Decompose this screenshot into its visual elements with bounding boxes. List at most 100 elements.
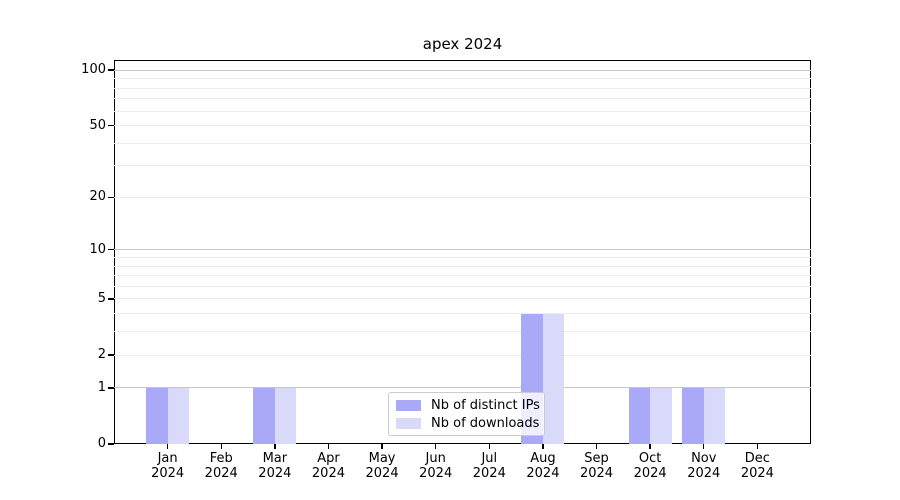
x-tick-year: 2024	[151, 466, 185, 481]
x-tick-year: 2024	[526, 466, 560, 481]
x-tick-mark	[327, 444, 330, 449]
x-tick-mark	[220, 444, 222, 449]
x-tick-year: 2024	[204, 466, 238, 481]
x-tick-month: Dec	[744, 451, 770, 466]
x-tick-label: Sep 2024	[567, 451, 627, 481]
minor-gridline	[114, 98, 811, 100]
y-tick-mark	[108, 196, 114, 199]
y-tick-mark	[108, 443, 114, 445]
y-tick-label: 1	[97, 379, 106, 395]
x-tick-mark	[542, 444, 544, 449]
x-tick-month: Nov	[691, 451, 717, 466]
minor-gridline	[114, 110, 811, 112]
y-tick-mark	[108, 298, 114, 300]
bar-distinct-ips	[146, 387, 168, 444]
minor-gridline	[114, 331, 811, 333]
x-tick-label: Feb 2024	[191, 451, 251, 481]
y-tick-label: 20	[89, 189, 106, 205]
x-tick-month: Mar	[262, 451, 288, 466]
x-tick-label: Dec 2024	[727, 451, 787, 481]
y-tick-mark	[108, 249, 114, 251]
minor-gridline	[114, 298, 811, 300]
legend-swatch	[396, 399, 421, 411]
x-tick-mark	[756, 444, 759, 449]
minor-gridline	[114, 265, 811, 267]
y-tick-label: 10	[89, 241, 106, 257]
x-tick-year: 2024	[687, 466, 721, 481]
y-tick-mark	[108, 124, 114, 127]
x-tick-year: 2024	[311, 466, 345, 481]
major-gridline	[114, 387, 811, 389]
chart-legend: Nb of distinct IPs Nb of downloads	[388, 392, 545, 436]
legend-entry: Nb of downloads	[396, 415, 540, 431]
chart-title: apex 2024	[422, 35, 503, 53]
x-tick-mark	[488, 444, 490, 449]
minor-gridline	[114, 257, 811, 258]
bar-distinct-ips	[628, 387, 651, 444]
minor-gridline	[114, 196, 811, 198]
x-tick-mark	[595, 444, 598, 449]
y-tick-label: 50	[89, 117, 106, 133]
x-tick-label: Jul 2024	[459, 451, 519, 481]
bar-downloads	[703, 387, 726, 444]
x-tick-year: 2024	[740, 466, 774, 481]
x-tick-month: May	[368, 451, 396, 466]
x-tick-year: 2024	[258, 466, 292, 481]
x-tick-label: Jun 2024	[406, 451, 466, 481]
legend-swatch	[396, 417, 421, 429]
x-tick-label: Apr 2024	[298, 451, 358, 481]
x-tick-month: Jan	[157, 451, 178, 466]
x-tick-label: Nov 2024	[674, 451, 734, 481]
minor-gridline	[114, 313, 811, 315]
x-tick-label: Aug 2024	[513, 451, 573, 481]
minor-gridline	[114, 354, 811, 356]
x-tick-month: Aug	[530, 451, 556, 466]
x-tick-mark	[381, 444, 383, 449]
bar-downloads	[650, 387, 672, 444]
minor-gridline	[114, 78, 811, 80]
y-tick-mark	[108, 387, 114, 389]
x-tick-mark	[649, 444, 651, 449]
legend-label: Nb of downloads	[431, 415, 540, 431]
x-tick-year: 2024	[579, 466, 614, 481]
x-tick-mark	[166, 444, 169, 449]
x-tick-year: 2024	[472, 466, 506, 481]
bar-downloads	[542, 313, 565, 444]
minor-gridline	[114, 142, 811, 144]
x-tick-label: Oct 2024	[620, 451, 680, 481]
x-tick-label: Jan 2024	[138, 451, 198, 481]
bar-distinct-ips	[253, 387, 275, 444]
major-gridline	[114, 249, 811, 251]
plot-area-frame	[114, 60, 811, 444]
major-gridline	[114, 69, 811, 71]
x-tick-label: Mar 2024	[245, 451, 305, 481]
y-tick-mark	[108, 354, 114, 356]
minor-gridline	[114, 125, 811, 127]
x-tick-year: 2024	[365, 466, 399, 481]
x-tick-month: Sep	[584, 451, 609, 466]
y-tick-label: 5	[97, 290, 106, 306]
x-tick-year: 2024	[633, 466, 667, 481]
x-tick-mark	[703, 444, 705, 449]
bar-distinct-ips	[682, 387, 704, 444]
x-tick-label: May 2024	[352, 451, 412, 481]
y-tick-label: 2	[97, 347, 106, 363]
minor-gridline	[114, 285, 811, 287]
x-tick-year: 2024	[419, 466, 453, 481]
x-tick-month: Oct	[638, 451, 662, 466]
minor-gridline	[114, 87, 811, 89]
minor-gridline	[114, 165, 811, 167]
x-tick-month: Apr	[317, 451, 340, 466]
bar-downloads	[274, 387, 297, 444]
x-tick-month: Jun	[425, 451, 446, 466]
x-tick-mark	[434, 444, 437, 449]
bar-downloads	[167, 387, 190, 444]
y-tick-label: 0	[97, 436, 106, 451]
x-tick-month: Feb	[209, 451, 233, 466]
legend-label: Nb of distinct IPs	[431, 397, 540, 413]
y-tick-mark	[108, 69, 114, 71]
legend-entry: Nb of distinct IPs	[396, 397, 540, 413]
x-tick-month: Jul	[481, 451, 498, 466]
y-tick-label: 100	[81, 62, 106, 78]
